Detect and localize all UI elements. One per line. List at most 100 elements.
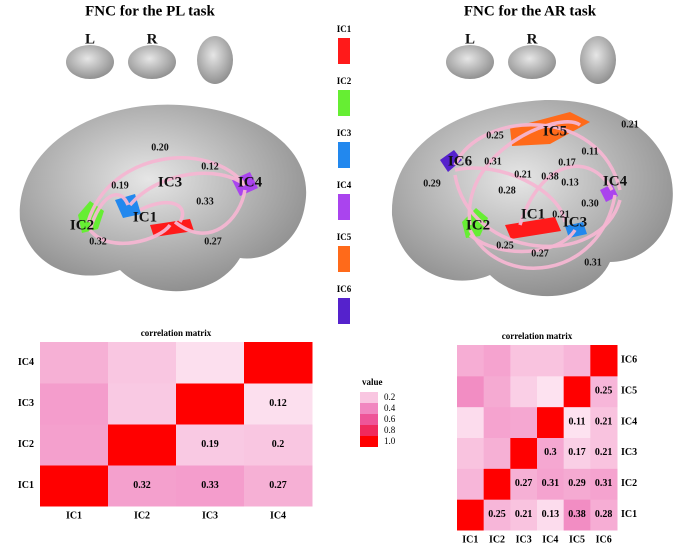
heatmap-cell: [537, 375, 565, 408]
heatmap-cell: [176, 424, 245, 466]
arc: [468, 228, 577, 254]
edge-label: 0.38: [541, 171, 559, 182]
heatmap-cell: [537, 499, 565, 531]
edge-label: 0.27: [204, 236, 222, 247]
edge-label: 0.27: [531, 248, 549, 259]
cell-label: 0.12: [269, 398, 287, 409]
heatmap-cell: [457, 375, 485, 408]
panel-title: FNC for the PL task: [85, 3, 215, 19]
arc: [453, 122, 622, 191]
heatmap-cell: [457, 499, 485, 531]
x-tick-label: IC2: [489, 534, 505, 545]
view-label: R: [147, 31, 158, 47]
heatmap-cell: [483, 345, 511, 377]
y-tick-label: IC3: [621, 447, 637, 458]
cell-label: 0.25: [488, 509, 506, 520]
ic-label: IC5: [543, 123, 567, 139]
cell-label: 0.31: [542, 478, 560, 489]
legend-label: IC4: [337, 180, 352, 190]
arc: [454, 166, 567, 223]
colorbar-swatch: [360, 403, 378, 414]
cell-label: 0.21: [595, 416, 613, 427]
cell-label: 0.28: [595, 509, 613, 520]
edge-label: 0.19: [111, 180, 129, 191]
x-tick-label: IC5: [569, 534, 585, 545]
brain-thumb: [66, 45, 114, 79]
edge-label: 0.31: [484, 156, 502, 167]
colorbar-swatch: [360, 425, 378, 436]
heatmap-cell: [457, 406, 485, 438]
heatmap-cell: [483, 406, 511, 438]
legend-swatch: [338, 298, 350, 324]
heatmap-cell: [244, 424, 313, 466]
colorbar-swatch: [360, 392, 378, 403]
colorbar-label: 0.6: [384, 414, 396, 424]
heatmap-cell: [537, 468, 565, 500]
heatmap-cell: [590, 375, 618, 408]
edge-label: 0.29: [423, 178, 441, 189]
heatmap-cell: [510, 468, 538, 500]
heatmap-cell: [108, 465, 177, 507]
x-tick-label: IC2: [134, 510, 150, 521]
cell-label: 0.27: [515, 478, 533, 489]
edge-label: 0.25: [496, 240, 514, 251]
heatmap-cell: [510, 437, 538, 469]
edge-label: 0.21: [552, 209, 570, 220]
heatmap-cell: [537, 406, 565, 438]
colorbar-label: 0.8: [384, 425, 396, 435]
heatmap-cell: [510, 375, 538, 408]
heatmap-cell: [483, 437, 511, 469]
cell-label: 0.3: [544, 447, 557, 458]
edge-label: 0.17: [558, 157, 576, 168]
cell-label: 0.21: [595, 447, 613, 458]
legend-label: IC5: [337, 232, 352, 242]
panel-title: FNC for the AR task: [464, 3, 597, 19]
legend-swatch: [338, 246, 350, 272]
blob: [440, 150, 462, 172]
colorbar-swatch: [360, 414, 378, 425]
y-tick-label: IC1: [621, 509, 637, 520]
edge-label: 0.13: [561, 177, 579, 188]
cell-label: 0.21: [515, 509, 533, 520]
cell-label: 0.13: [542, 509, 560, 520]
view-label: L: [85, 31, 95, 47]
matrix-title: correlation matrix: [141, 328, 212, 338]
y-tick-label: IC2: [621, 478, 637, 489]
ic-label: IC3: [563, 214, 587, 230]
edge-label: 0.32: [89, 236, 107, 247]
edge-label: 0.12: [201, 161, 219, 172]
ic-label: IC2: [466, 217, 490, 233]
ic-label: IC3: [158, 174, 182, 190]
legend-swatch: [338, 38, 350, 64]
heatmap-cell: [510, 499, 538, 531]
arc: [453, 174, 622, 249]
edge-label: 0.11: [582, 146, 599, 157]
y-tick-label: IC3: [18, 398, 34, 409]
heatmap-cell: [537, 437, 565, 469]
cell-label: 0.27: [269, 480, 287, 491]
brain-thumb: [508, 45, 556, 79]
x-tick-label: IC1: [462, 534, 478, 545]
cell-label: 0.33: [201, 480, 219, 491]
brain-thumb: [197, 36, 233, 84]
legend-swatch: [338, 90, 350, 116]
heatmap-cell: [40, 424, 109, 466]
heatmap-cell: [176, 465, 245, 507]
colorbar-label: 0.4: [384, 403, 396, 413]
edge-label: 0.21: [621, 119, 639, 130]
matrix-title: correlation matrix: [502, 331, 573, 341]
x-tick-label: IC3: [202, 510, 218, 521]
cell-label: 0.17: [568, 447, 586, 458]
heatmap-cell: [537, 345, 565, 377]
heatmap-cell: [244, 465, 313, 507]
edge-label: 0.25: [486, 130, 504, 141]
y-tick-label: IC4: [621, 416, 637, 427]
heatmap-cell: [510, 406, 538, 438]
edge-label: 0.31: [584, 257, 602, 268]
brain-thumb: [580, 36, 616, 84]
heatmap-cell: [563, 345, 591, 377]
arc: [88, 193, 130, 231]
heatmap-cell: [563, 375, 591, 408]
cell-label: 0.25: [595, 386, 613, 397]
